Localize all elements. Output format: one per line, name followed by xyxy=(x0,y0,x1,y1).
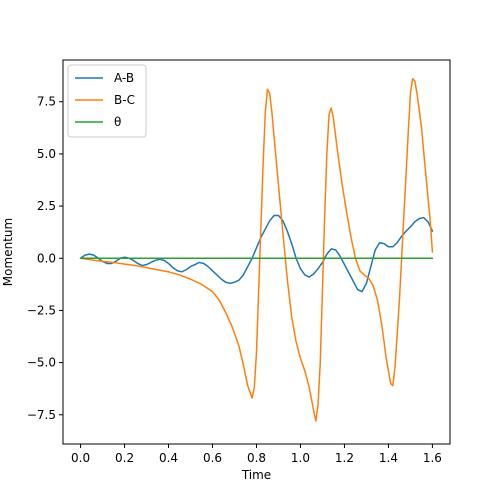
x-tick-label: 1.2 xyxy=(335,451,354,465)
series-line-a-b xyxy=(79,214,434,293)
legend-label: θ xyxy=(114,115,121,129)
x-tick-label: 0.2 xyxy=(115,451,134,465)
y-tick-label: −5.0 xyxy=(27,356,56,370)
legend: A-B B-C θ xyxy=(67,64,147,138)
x-tick-label: 0.8 xyxy=(247,451,266,465)
x-tick-label: 0.0 xyxy=(71,451,90,465)
y-tick-label: 7.5 xyxy=(37,95,56,109)
y-tick-label: 0.0 xyxy=(37,251,56,265)
x-tick-label: 0.4 xyxy=(159,451,178,465)
x-tick-label: 1.6 xyxy=(423,451,442,465)
x-tick-label: 1.4 xyxy=(379,451,398,465)
y-tick-label: 2.5 xyxy=(37,199,56,213)
y-tick-label: −7.5 xyxy=(27,408,56,422)
x-axis-ticks: 0.0 0.2 0.4 0.6 0.8 1.0 1.2 1.4 1.6 xyxy=(71,444,442,465)
legend-label: A-B xyxy=(114,71,134,85)
y-tick-label: −2.5 xyxy=(27,303,56,317)
plot-area xyxy=(79,78,434,422)
x-tick-label: 0.6 xyxy=(203,451,222,465)
legend-label: B-C xyxy=(114,93,135,107)
y-axis-ticks: −7.5 −5.0 −2.5 0.0 2.5 5.0 7.5 xyxy=(27,95,63,422)
x-axis-label: Time xyxy=(241,468,271,482)
series-line-b-c xyxy=(79,78,434,422)
legend-box xyxy=(67,64,147,138)
x-tick-label: 1.0 xyxy=(291,451,310,465)
y-axis-label: Momentum xyxy=(1,218,15,286)
y-tick-label: 5.0 xyxy=(37,147,56,161)
